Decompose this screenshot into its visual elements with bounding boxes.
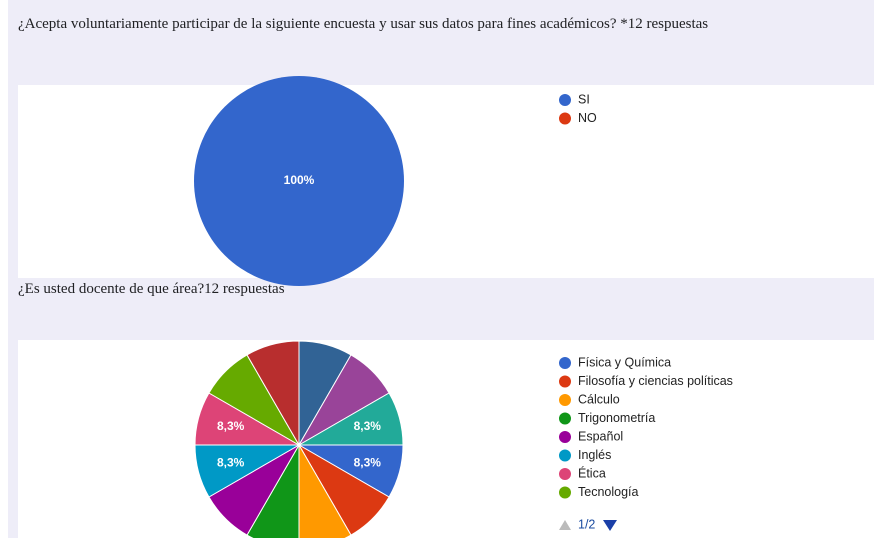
slice-label: 8,3% [217,419,245,433]
question: ¿Es usted docente de que área?12 respues… [18,281,285,297]
page-prev [559,520,571,530]
legend-marker [559,468,571,480]
legend-marker [559,412,571,425]
legend-marker [559,449,571,462]
legend-marker [559,357,571,369]
question-title: ¿Acepta voluntariamente participar de la… [18,16,628,32]
legend-label: Español [578,429,623,443]
panel [18,85,874,278]
panel [18,340,874,538]
legend-marker [559,394,571,406]
legend-label: Ética [578,465,606,480]
pie-slice [297,392,404,446]
page-indicator: 1/2 [578,517,595,531]
slice-label: 8,3% [354,455,382,469]
legend-marker [559,486,571,499]
legend-label: SI [578,92,590,106]
legend-marker [559,94,571,106]
legend-label: NO [578,111,597,125]
question: ¿Acepta voluntariamente participar de la… [18,16,708,32]
page-next[interactable] [603,520,617,531]
question-title: ¿Es usted docente de que área? [18,281,204,297]
response-count: 12 respuestas [204,281,285,297]
slice-label: 8,3% [217,455,245,469]
legend-label: Inglés [578,448,611,462]
slice-label: 100% [284,173,315,187]
legend-label: Tecnología [578,485,639,499]
pie-slice [298,443,352,538]
legend-label: Cálculo [578,392,620,406]
legend-marker [559,112,571,125]
response-count: 12 respuestas [628,16,709,32]
legend-label: Física y Química [578,355,671,369]
legend-label: Trigonometría [578,411,655,425]
legend-marker [559,431,571,443]
pie-slice [194,76,404,286]
legend-label: Filosofía y ciencias políticas [578,374,733,388]
slice-label: 8,3% [354,419,382,433]
legend-marker [559,375,571,388]
